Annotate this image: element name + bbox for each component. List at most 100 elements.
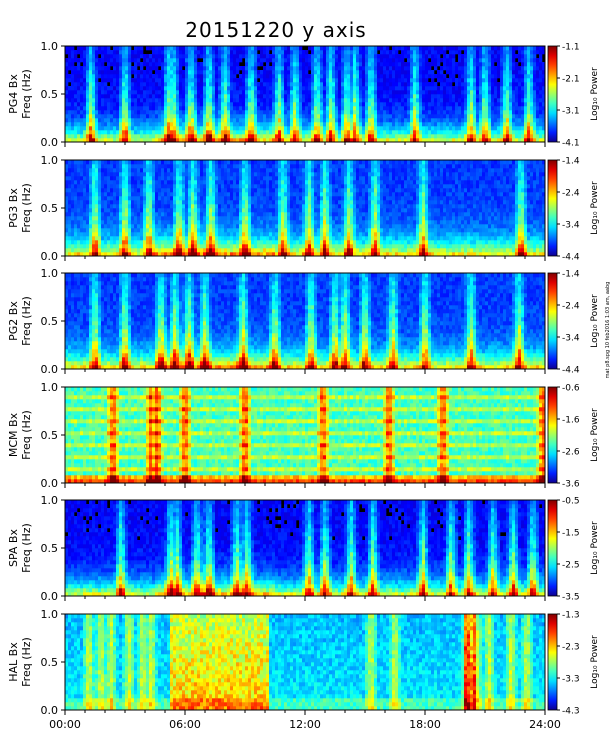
spectrogram-cell — [287, 118, 291, 123]
spectrogram-cell — [218, 134, 222, 139]
spectrogram-cell — [347, 90, 351, 95]
spectrogram-cell — [536, 78, 540, 83]
spectrogram-cell — [65, 126, 69, 131]
spectrogram-cell — [227, 54, 231, 59]
spectrogram-cell — [458, 130, 462, 135]
spectrogram-cell — [227, 102, 231, 107]
spectrogram-cell — [104, 130, 108, 135]
spectrogram-cell — [482, 110, 486, 115]
spectrogram-cell — [158, 248, 162, 253]
spectrogram-cell — [362, 54, 366, 59]
spectrogram-cell — [146, 54, 150, 59]
spectrogram-cell — [272, 50, 276, 55]
spectrogram-cell — [209, 192, 213, 197]
spectrogram-cell — [179, 160, 183, 165]
spectrogram-cell — [329, 86, 333, 91]
spectrogram-cell — [230, 118, 234, 123]
spectrogram-cell — [320, 46, 324, 51]
spectrogram-cell — [416, 70, 420, 75]
spectrogram-cell — [479, 110, 483, 115]
spectrogram-cell — [209, 224, 213, 229]
spectrogram-cell — [161, 62, 165, 67]
spectrogram-cell — [113, 180, 117, 185]
spectrogram-cell — [143, 160, 147, 165]
spectrogram-cell — [65, 106, 69, 111]
spectrogram-cell — [155, 212, 159, 217]
spectrogram-cell — [206, 46, 210, 51]
spectrogram-cell — [194, 50, 198, 55]
spectrogram-cell — [431, 70, 435, 75]
spectrogram-cell — [269, 106, 273, 111]
spectrogram-cell — [422, 102, 426, 107]
spectrogram-cell — [137, 212, 141, 217]
spectrogram-cell — [221, 106, 225, 111]
spectrogram-cell — [371, 130, 375, 135]
spectrogram-cell — [239, 74, 243, 79]
spectrogram-cell — [203, 50, 207, 55]
spectrogram-cell — [194, 54, 198, 59]
spectrogram-cell — [353, 94, 357, 99]
spectrogram-cell — [389, 50, 393, 55]
spectrogram-cell — [305, 86, 309, 91]
spectrogram-cell — [101, 216, 105, 221]
spectrogram-cell — [212, 134, 216, 139]
spectrogram-cell — [173, 66, 177, 71]
spectrogram-cell — [101, 188, 105, 193]
spectrogram-cell — [362, 74, 366, 79]
spectrogram-cell — [152, 248, 156, 253]
spectrogram-cell — [269, 130, 273, 135]
spectrogram-cell — [518, 126, 522, 131]
spectrogram-cell — [425, 74, 429, 79]
spectrogram-cell — [533, 126, 537, 131]
spectrogram-cell — [131, 216, 135, 221]
spectrogram-cell — [101, 220, 105, 225]
spectrogram-cell — [275, 82, 279, 87]
spectrogram-cell — [104, 224, 108, 229]
spectrogram-cell — [131, 208, 135, 213]
spectrogram-cell — [89, 78, 93, 83]
spectrogram-cell — [389, 102, 393, 107]
spectrogram-cell — [467, 138, 471, 143]
spectrogram-cell — [254, 46, 258, 51]
spectrogram-cell — [203, 66, 207, 71]
spectrogram-cell — [365, 50, 369, 55]
spectrogram-cell — [68, 106, 72, 111]
spectrogram-cell — [116, 192, 120, 197]
spectrogram-cell — [533, 138, 537, 143]
spectrogram-cell — [326, 58, 330, 63]
spectrogram-cell — [101, 192, 105, 197]
spectrogram-cell — [137, 236, 141, 241]
spectrogram-cell — [287, 74, 291, 79]
spectrogram-cell — [308, 74, 312, 79]
spectrogram-cell — [236, 102, 240, 107]
spectrogram-cell — [143, 244, 147, 249]
spectrogram-cell — [371, 94, 375, 99]
spectrogram-cell — [503, 86, 507, 91]
spectrogram-cell — [107, 212, 111, 217]
spectrogram-cell — [428, 138, 432, 143]
spectrogram-cell — [146, 240, 150, 245]
spectrogram-cell — [98, 50, 102, 55]
spectrogram-cell — [152, 134, 156, 139]
spectrogram-cell — [86, 204, 90, 209]
spectrogram-cell — [110, 216, 114, 221]
spectrogram-cell — [116, 74, 120, 79]
spectrogram-cell — [311, 118, 315, 123]
spectrogram-cell — [182, 90, 186, 95]
spectrogram-cell — [446, 78, 450, 83]
spectrogram-cell — [164, 98, 168, 103]
spectrogram-cell — [209, 122, 213, 127]
spectrogram-cell — [140, 240, 144, 245]
spectrogram-cell — [173, 110, 177, 115]
spectrogram-cell — [95, 204, 99, 209]
spectrogram-cell — [176, 70, 180, 75]
spectrogram-cell — [533, 122, 537, 127]
spectrogram-cell — [395, 110, 399, 115]
spectrogram-cell — [86, 46, 90, 51]
spectrogram-cell — [77, 126, 81, 131]
spectrogram-cell — [500, 50, 504, 55]
spectrogram-cell — [311, 130, 315, 135]
spectrogram-cell — [245, 66, 249, 71]
spectrogram-cell — [194, 118, 198, 123]
spectrogram-cell — [98, 212, 102, 217]
